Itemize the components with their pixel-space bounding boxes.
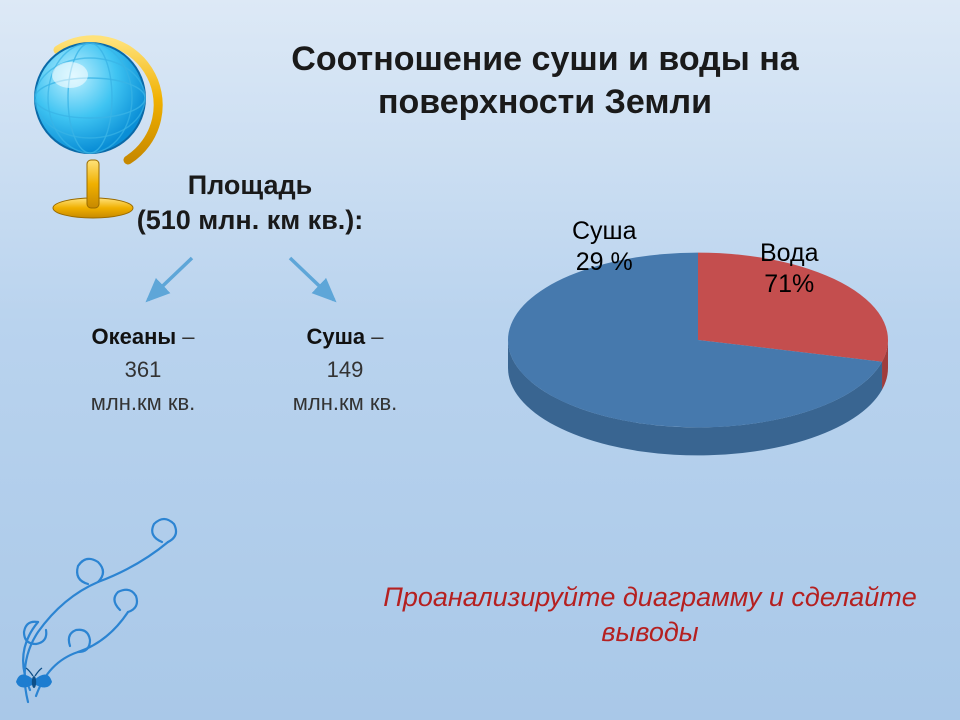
land-value: 149 bbox=[327, 357, 364, 382]
slide-title: Соотношение суши и воды на поверхности З… bbox=[230, 38, 860, 123]
arrow-to-land bbox=[280, 252, 350, 312]
pie-label-water: Вода71% bbox=[760, 238, 819, 301]
area-subtitle: Площадь (510 млн. км кв.): bbox=[80, 168, 420, 238]
oceans-stat: Океаны – 361 млн.км кв. bbox=[58, 320, 228, 419]
oceans-name: Океаны bbox=[91, 324, 176, 349]
pie-label-land: Суша29 % bbox=[572, 216, 637, 279]
footer-instruction: Проанализируйте диаграмму и сделайте выв… bbox=[370, 580, 930, 650]
land-name: Суша bbox=[306, 324, 365, 349]
arrow-to-oceans bbox=[136, 252, 206, 312]
oceans-unit: млн.км кв. bbox=[91, 390, 196, 415]
pie-chart bbox=[498, 240, 898, 440]
corner-ornament bbox=[8, 512, 208, 712]
land-stat: Суша – 149 млн.км кв. bbox=[260, 320, 430, 419]
oceans-value: 361 bbox=[125, 357, 162, 382]
land-unit: млн.км кв. bbox=[293, 390, 398, 415]
